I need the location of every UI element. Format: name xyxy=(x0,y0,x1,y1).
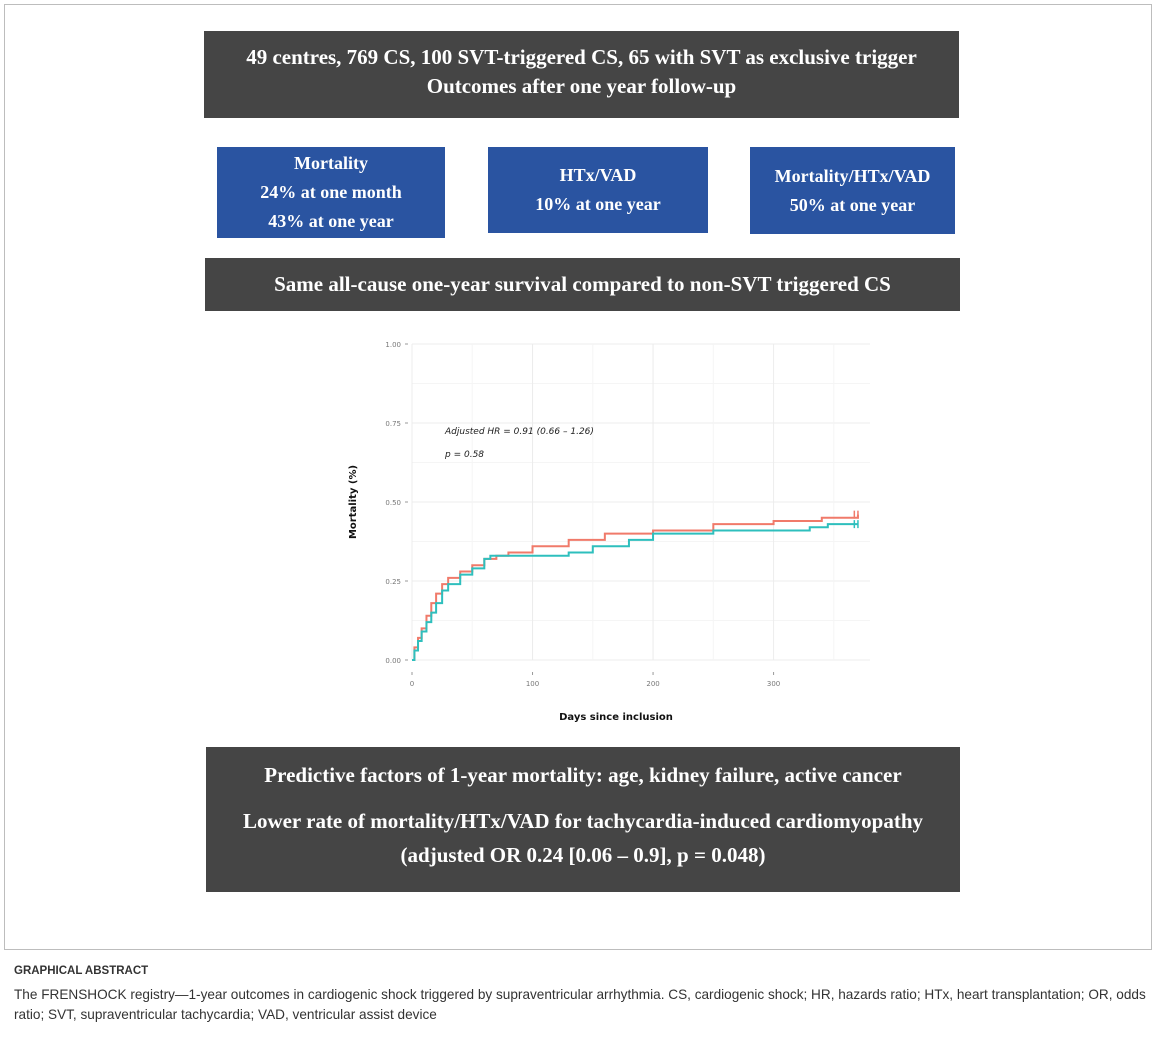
y-tick-label: 0.25 xyxy=(385,578,401,586)
series-line-2 xyxy=(412,523,858,661)
x-axis-label: Days since inclusion xyxy=(559,712,673,723)
caption-text: The FRENSHOCK registry—1-year outcomes i… xyxy=(14,987,1146,1022)
mortality-one-month: 24% at one month xyxy=(260,182,402,202)
header-line-1: 49 centres, 769 CS, 100 SVT-triggered CS… xyxy=(246,45,917,69)
y-tick-label: 0.50 xyxy=(385,499,401,507)
htx-vad-box: HTx/VAD 10% at one year xyxy=(488,147,708,233)
x-tick-label: 200 xyxy=(646,680,659,688)
mortality-box: Mortality 24% at one month 43% at one ye… xyxy=(217,147,445,238)
predictors-line-2: Lower rate of mortality/HTx/VAD for tach… xyxy=(242,809,924,833)
combined-one-year: 50% at one year xyxy=(789,194,916,215)
y-axis-label: Mortality (%) xyxy=(348,465,359,539)
htx-vad-one-year: 10% at one year xyxy=(535,194,661,214)
figure-frame xyxy=(4,4,1152,950)
caption-title: GRAPHICAL ABSTRACT xyxy=(14,965,149,977)
chart-series xyxy=(412,510,859,661)
x-tick-label: 0 xyxy=(410,680,414,688)
combined-endpoint-box: Mortality/HTx/VAD 50% at one year xyxy=(750,147,955,234)
chart-grid xyxy=(411,343,870,661)
series-line-1 xyxy=(412,514,859,661)
mortality-chart: 0.00 0.25 0.50 0.75 1.00 0 100 200 300 Adjusted … xyxy=(348,341,870,723)
chart-axes: 0.00 0.25 0.50 0.75 1.00 0 100 200 300 xyxy=(385,341,780,688)
mortality-title: Mortality xyxy=(294,153,368,173)
predictors-line-3: (adjusted OR 0.24 [0.06 – 0.9], p = 0.04… xyxy=(400,843,766,867)
y-tick-label: 0.75 xyxy=(385,420,401,428)
mortality-one-year: 43% at one year xyxy=(268,211,394,231)
htx-vad-title: HTx/VAD xyxy=(559,165,637,185)
survival-banner: Same all-cause one-year survival compare… xyxy=(205,258,960,311)
header-banner: 49 centres, 769 CS, 100 SVT-triggered CS… xyxy=(204,31,959,118)
predictors-line-1: Predictive factors of 1-year mortality: … xyxy=(264,763,902,787)
y-tick-label: 0.00 xyxy=(385,657,401,665)
p-value-annotation: p = 0.58 xyxy=(444,450,484,460)
predictors-banner: Predictive factors of 1-year mortality: … xyxy=(206,747,960,892)
y-tick-label: 1.00 xyxy=(385,341,401,349)
header-line-2: Outcomes after one year follow-up xyxy=(426,74,737,98)
hr-annotation: Adjusted HR = 0.91 (0.66 – 1.26) xyxy=(444,427,594,437)
x-tick-label: 100 xyxy=(526,680,539,688)
x-tick-label: 300 xyxy=(767,680,780,688)
combined-title: Mortality/HTx/VAD xyxy=(774,165,931,186)
